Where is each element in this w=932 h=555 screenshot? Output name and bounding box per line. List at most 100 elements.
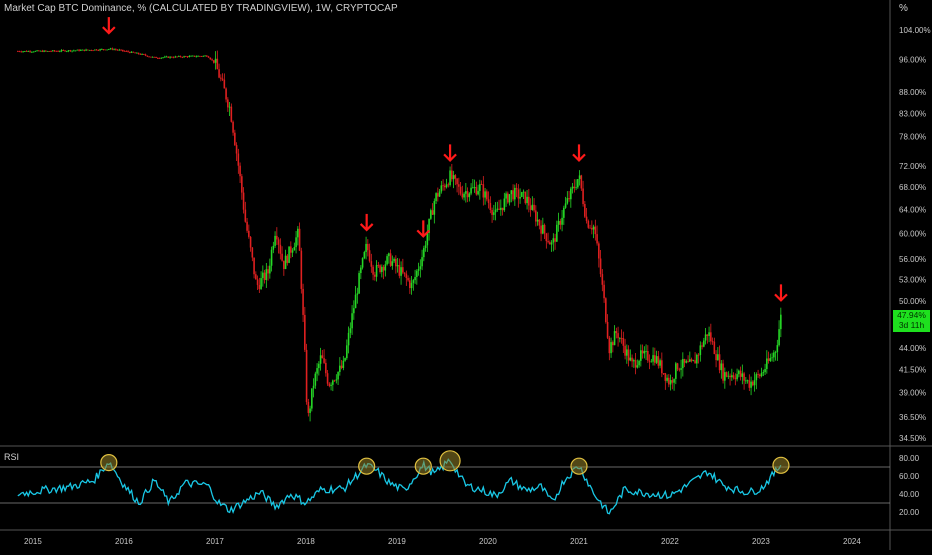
price-tick-label: 41.50% [899,366,926,375]
candle-body [696,354,698,364]
candle-body [612,342,614,346]
candle-body [73,50,75,52]
candle-body [356,293,359,295]
candle-body [575,187,577,189]
candle-body [118,49,121,51]
candle-body [340,365,343,368]
candle-body [549,242,551,245]
candle-body [689,359,691,362]
candle-body [316,368,318,374]
candle-body [606,322,609,338]
candle-body [183,56,185,58]
candle-body [529,205,532,210]
candle-body [780,314,782,330]
candle-body [542,224,544,234]
price-tick-label: 104.00% [899,26,931,35]
rsi-peak-circle [358,457,376,475]
candle-body [304,314,306,350]
candle-body [563,207,565,218]
candle-body [507,193,509,203]
candle-body [195,56,198,58]
candle-body [599,258,602,275]
candle-body [188,56,191,58]
candle-body [333,380,336,382]
candle-body [342,360,345,368]
candle-body [288,246,290,263]
candle-body [293,247,296,251]
candle-body [582,188,584,205]
candle-body [283,260,285,270]
candle-body [319,355,322,364]
candle-body [643,351,646,354]
price-tick-label: 56.00% [899,255,926,264]
candle-body [601,274,604,285]
candle-body [528,196,530,206]
rsi-peak-circle [414,457,432,475]
candle-body [759,374,761,377]
price-tick-label: 44.00% [899,344,926,353]
candle-body [673,378,675,383]
candle-body [640,350,642,361]
candle-body [358,273,360,294]
candle-body [452,175,455,180]
candle-body [262,272,264,279]
candle-body [361,258,364,268]
candle-body [230,106,233,122]
price-tick-label: 39.00% [899,389,926,398]
candle-body [720,363,723,371]
price-tick-label: 50.00% [899,297,926,306]
candle-body [146,55,149,57]
time-tick-label: 2024 [843,537,861,546]
candle-body [409,280,411,289]
candle-body [269,265,271,274]
candle-body [309,408,311,413]
candle-body [66,51,68,52]
candle-body [620,338,623,339]
candle-body [680,368,682,370]
candle-body [678,369,681,371]
candle-body [323,358,325,363]
candle-body [349,328,352,333]
price-tick-label: 72.00% [899,162,926,171]
candle-body [326,373,329,384]
candle-body [199,55,201,57]
candle-body [414,277,416,281]
candle-body [374,274,376,277]
candle-body [181,56,184,58]
candle-body [587,220,590,228]
candle-body [375,265,378,277]
candle-body [38,50,40,52]
candle-body [169,56,171,58]
candle-body [25,50,28,52]
candle-body [318,363,320,369]
candle-body [111,48,114,50]
candle-body [703,340,705,347]
candle-body [104,49,107,51]
candle-body [94,49,96,51]
candle-body [694,360,696,364]
candle-body [377,265,380,266]
candle-body [354,294,357,309]
candle-body [395,258,397,267]
candle-body [256,279,259,285]
candle-body [120,49,122,51]
candle-body [307,402,310,413]
candle-body [223,79,226,89]
candle-body [109,48,112,50]
candle-body [27,51,30,52]
candle-body [276,235,278,240]
candle-body [508,194,511,203]
candle-body [344,358,346,361]
candle-body [370,261,373,267]
candle-body [466,191,469,198]
candle-body [669,380,672,385]
candle-body [652,355,654,362]
chart-title: Market Cap BTC Dominance, % (CALCULATED … [4,3,398,14]
candle-body [80,50,82,51]
candle-body [566,198,569,204]
candle-body [218,69,220,78]
candle-body [748,380,751,388]
candle-body [174,56,177,58]
candle-body [335,379,338,381]
candle-body [412,280,415,283]
